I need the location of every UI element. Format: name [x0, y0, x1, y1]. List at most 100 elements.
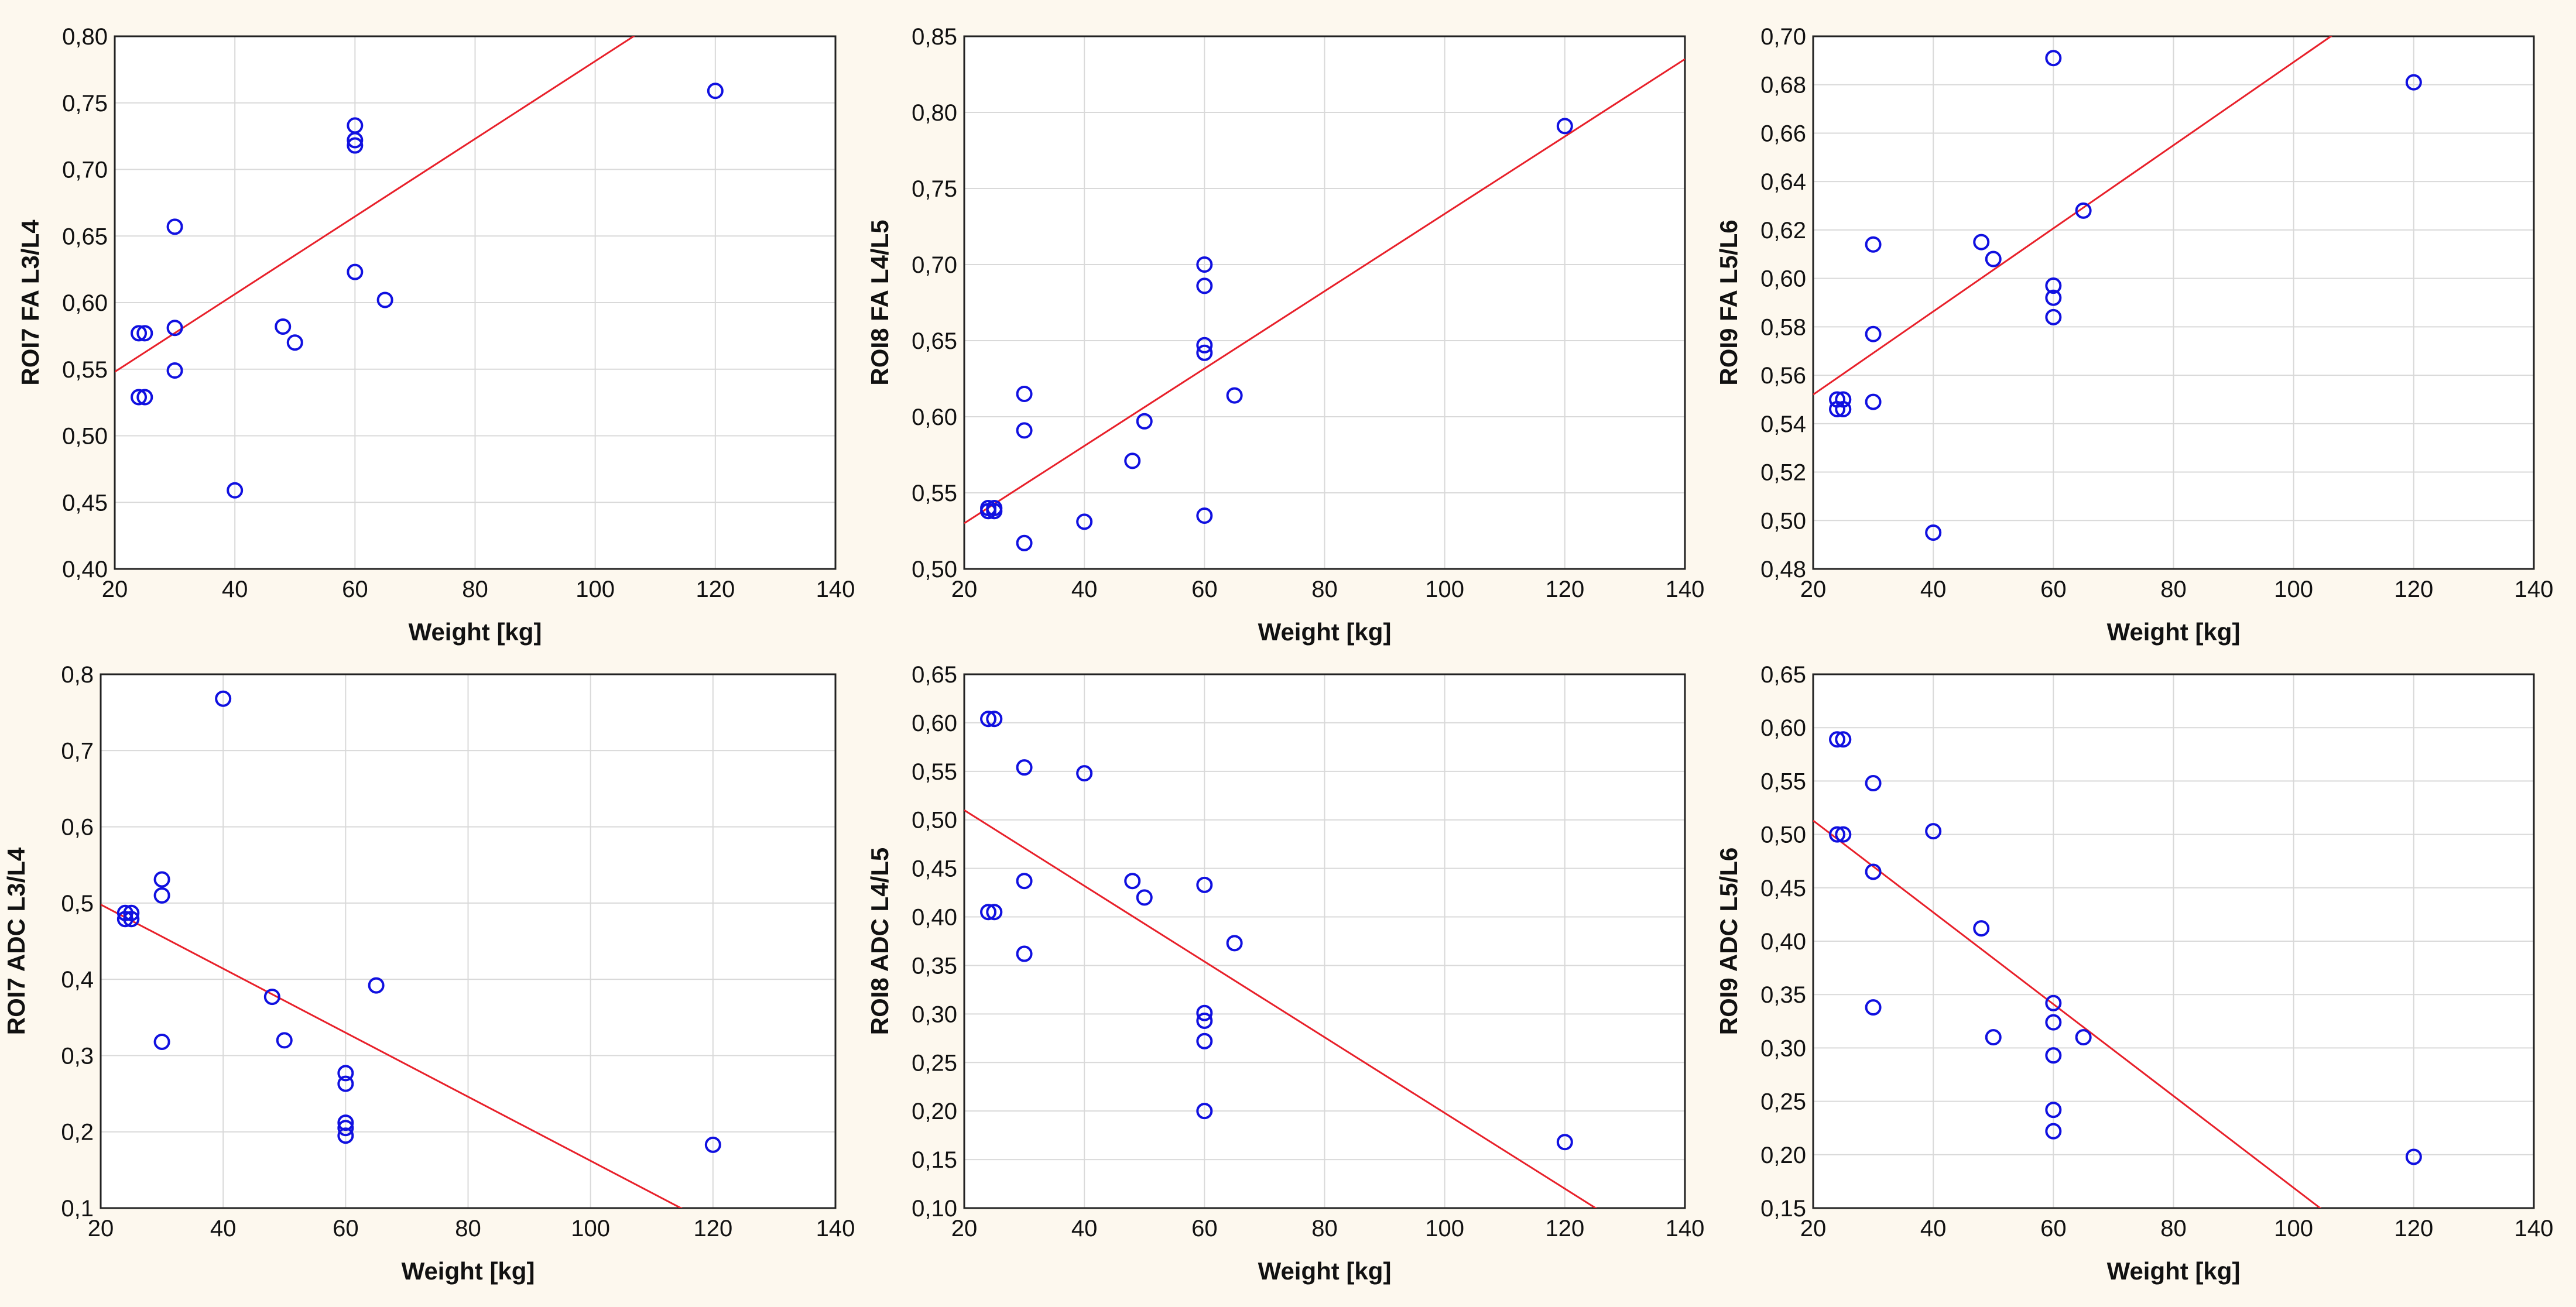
y-tick-label: 0,5: [61, 891, 94, 917]
x-axis-label: Weight [kg]: [2107, 1257, 2241, 1285]
x-tick-label: 60: [342, 577, 368, 602]
data-point: [1196, 277, 1213, 294]
x-tick-label: 80: [1311, 577, 1338, 602]
data-point: [136, 325, 153, 342]
data-point: [980, 711, 997, 728]
regression-line: [1813, 819, 2322, 1208]
data-point: [1016, 759, 1033, 776]
y-tick-label: 0,10: [912, 1196, 957, 1222]
data-point: [1076, 765, 1093, 782]
y-tick-label: 0,45: [912, 856, 957, 882]
data-point: [1865, 999, 1882, 1016]
y-tick-label: 0,75: [62, 91, 108, 116]
y-tick-label: 0,35: [912, 953, 957, 979]
data-point: [117, 911, 133, 928]
y-tick-label: 0,1: [61, 1196, 94, 1222]
data-point: [1829, 731, 1846, 748]
y-tick-label: 0,25: [1760, 1089, 1806, 1115]
x-tick-label: 140: [816, 1216, 855, 1241]
y-tick-label: 0,50: [1760, 822, 1806, 848]
y-tick-label: 0,15: [912, 1147, 957, 1173]
x-tick-label: 120: [696, 577, 735, 602]
data-point: [368, 977, 385, 994]
data-point: [347, 132, 364, 149]
data-point: [1226, 387, 1243, 404]
x-tick-label: 120: [1545, 1216, 1584, 1241]
data-point: [131, 325, 148, 342]
y-tick-label: 0,20: [1760, 1143, 1806, 1168]
y-tick-label: 0,30: [912, 1001, 957, 1027]
y-tick-label: 0,62: [1760, 218, 1806, 243]
data-point: [1985, 251, 2002, 267]
x-tick-label: 140: [1666, 577, 1705, 602]
y-tick-label: 0,2: [61, 1120, 94, 1145]
data-point: [707, 83, 724, 100]
data-point: [347, 263, 364, 280]
y-tick-label: 0,65: [912, 328, 957, 354]
y-tick-label: 0,56: [1760, 363, 1806, 389]
data-point: [2045, 308, 2062, 325]
plot-frame: [100, 673, 837, 1209]
data-point: [1016, 534, 1033, 551]
x-tick-label: 100: [1425, 1216, 1464, 1241]
data-point: [986, 503, 1003, 520]
data-point: [275, 318, 292, 335]
data-point: [1196, 337, 1213, 354]
y-axis-label: ROI7 ADC L3/L4: [2, 847, 30, 1035]
y-tick-label: 0,66: [1760, 121, 1806, 146]
data-point: [215, 690, 232, 707]
y-tick-label: 0,65: [912, 662, 957, 688]
y-tick-label: 0,50: [62, 424, 108, 450]
data-point: [1016, 945, 1033, 962]
data-point: [1196, 1004, 1213, 1021]
x-tick-label: 20: [102, 577, 128, 602]
data-point: [1865, 236, 1882, 253]
x-tick-label: 20: [951, 1216, 978, 1241]
data-point: [1865, 393, 1882, 410]
data-point: [2045, 50, 2062, 67]
x-tick-label: 100: [571, 1216, 610, 1241]
data-point: [2045, 1123, 2062, 1140]
y-tick-label: 0,15: [1760, 1196, 1806, 1222]
y-tick-label: 0,54: [1760, 411, 1806, 437]
scatter-panel: 20 40 60 80 100 120 140 0,48 0,50 0,52 0,54 0,56 0,5…: [1715, 24, 2554, 646]
regression-line: [115, 36, 636, 373]
data-point: [276, 1032, 293, 1049]
y-tick-label: 0,60: [912, 404, 957, 430]
data-point: [2045, 289, 2062, 306]
data-point: [1865, 325, 1882, 342]
data-point: [153, 1033, 170, 1050]
data-point: [1016, 386, 1033, 402]
y-tick-label: 0,3: [61, 1043, 94, 1069]
data-point: [704, 1136, 721, 1153]
data-point: [1829, 401, 1846, 417]
y-tick-label: 0,60: [1760, 715, 1806, 741]
y-tick-label: 0,40: [1760, 929, 1806, 955]
data-point: [1865, 775, 1882, 792]
data-point: [1196, 1032, 1213, 1049]
x-tick-label: 100: [2274, 577, 2313, 602]
y-tick-label: 0,55: [912, 481, 957, 506]
data-point: [166, 362, 183, 379]
data-point: [2045, 1102, 2062, 1119]
data-point: [1196, 344, 1213, 361]
y-tick-label: 0,80: [912, 100, 957, 126]
x-tick-label: 60: [2040, 1216, 2067, 1241]
data-point: [153, 887, 170, 904]
data-point: [986, 711, 1003, 728]
data-point: [1835, 731, 1852, 748]
x-tick-label: 20: [951, 577, 978, 602]
y-tick-label: 0,30: [1760, 1035, 1806, 1061]
x-tick-label: 100: [1425, 577, 1464, 602]
plot-frame: [963, 673, 1686, 1209]
y-tick-label: 0,45: [1760, 876, 1806, 901]
x-tick-label: 20: [1800, 577, 1827, 602]
data-point: [980, 904, 997, 921]
data-point: [2405, 74, 2422, 91]
data-point: [263, 989, 280, 1006]
x-tick-label: 60: [1191, 1216, 1218, 1241]
y-axis-label: ROI8 FA L4/L5: [866, 219, 893, 385]
data-point: [1835, 401, 1852, 417]
data-point: [1196, 256, 1213, 273]
x-tick-label: 140: [2515, 577, 2554, 602]
